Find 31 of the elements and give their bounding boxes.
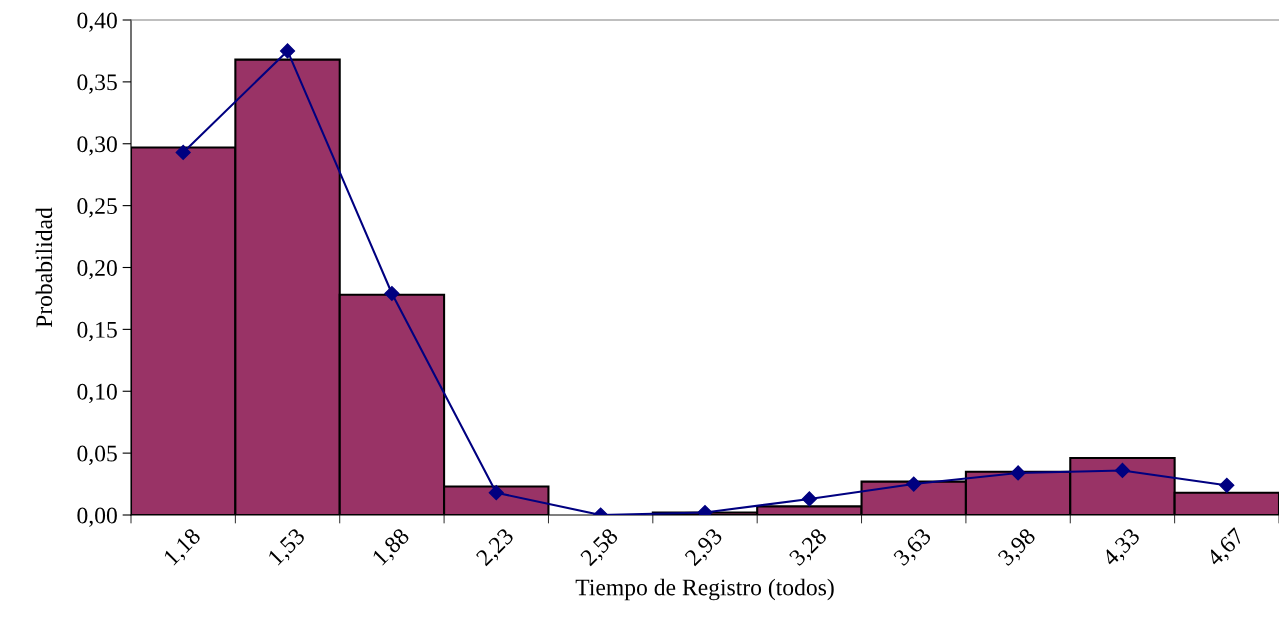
x-axis-title: Tiempo de Registro (todos) [575,578,834,601]
y-tick-label: 0,05 [77,445,117,465]
y-tick-label: 0,15 [77,321,117,342]
point [1114,462,1131,479]
x-tick-label: 4,67 [1205,527,1248,570]
point [801,491,817,507]
x-tick-label: 3,28 [788,527,830,569]
x-tick-label: 1,18 [162,527,204,569]
y-tick-label: 0,25 [77,198,117,218]
x-tick-label: 4,33 [1101,527,1143,570]
point [906,476,922,492]
y-tick-label: 0,35 [77,74,117,94]
point [1219,477,1235,493]
x-tick-label: 2,58 [579,527,622,569]
x-tick-label: 1,88 [371,527,413,569]
y-tick-label: 0,10 [77,383,117,404]
y-tick-label: 0,20 [77,259,117,280]
y-tick-label: 0,40 [77,12,117,32]
point [384,285,400,302]
x-tick-label: 2,93 [684,527,726,569]
y-tick-label: 0,30 [77,136,117,156]
point [175,144,191,160]
x-tick-label: 3,63 [892,527,935,569]
point [1010,465,1026,481]
x-tick-label: 2,23 [475,527,517,569]
point [488,485,504,501]
y-tick-label: 0,00 [77,507,117,527]
y-axis-title: Probabilidad [35,207,53,328]
x-tick-label: 1,53 [267,527,309,569]
point [279,43,296,59]
x-tick-label: 3,98 [997,527,1039,569]
